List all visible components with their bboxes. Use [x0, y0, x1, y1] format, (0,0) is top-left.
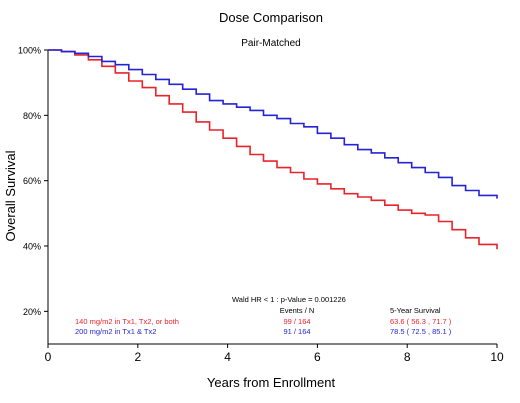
- x-tick-label: 0: [45, 350, 52, 364]
- y-tick-label: 100%: [18, 46, 41, 56]
- events-200: 91 / 164: [283, 327, 310, 336]
- y-tick-label: 20%: [23, 307, 41, 317]
- axes: 0 2 4 6 8 10 20% 40% 60% 80% 100%: [18, 46, 504, 365]
- x-axis-label: Years from Enrollment: [207, 375, 336, 390]
- survival-200: 78.5 ( 72.5 , 85.1 ): [390, 327, 452, 336]
- y-tick-label: 40%: [23, 242, 41, 252]
- survival-curves: [48, 49, 498, 250]
- chart-title: Dose Comparison: [219, 10, 323, 25]
- events-header: Events / N: [280, 306, 315, 315]
- y-tick-label: 80%: [23, 111, 41, 121]
- survival-header: 5-Year Survival: [390, 306, 441, 315]
- x-tick-label: 10: [490, 350, 504, 364]
- statistics-table: Wald HR < 1 : p-Value = 0.001226 Events …: [75, 295, 452, 336]
- series-line-140: [48, 49, 498, 250]
- events-140: 99 / 164: [283, 317, 310, 326]
- x-tick-label: 8: [404, 350, 411, 364]
- series-line-200: [48, 49, 498, 199]
- wald-test-line: Wald HR < 1 : p-Value = 0.001226: [232, 295, 346, 304]
- y-tick-label: 60%: [23, 176, 41, 186]
- x-tick-label: 4: [224, 350, 231, 364]
- chart-subtitle: Pair-Matched: [241, 38, 300, 49]
- y-axis-label: Overall Survival: [3, 150, 18, 241]
- legend-label-140: 140 mg/m2 in Tx1, Tx2, or both: [75, 317, 179, 326]
- x-tick-label: 6: [314, 350, 321, 364]
- x-tick-label: 2: [134, 350, 141, 364]
- legend-label-200: 200 mg/m2 in Tx1 & Tx2: [75, 327, 156, 336]
- survival-140: 63.6 ( 56.3 , 71.7 ): [390, 317, 452, 326]
